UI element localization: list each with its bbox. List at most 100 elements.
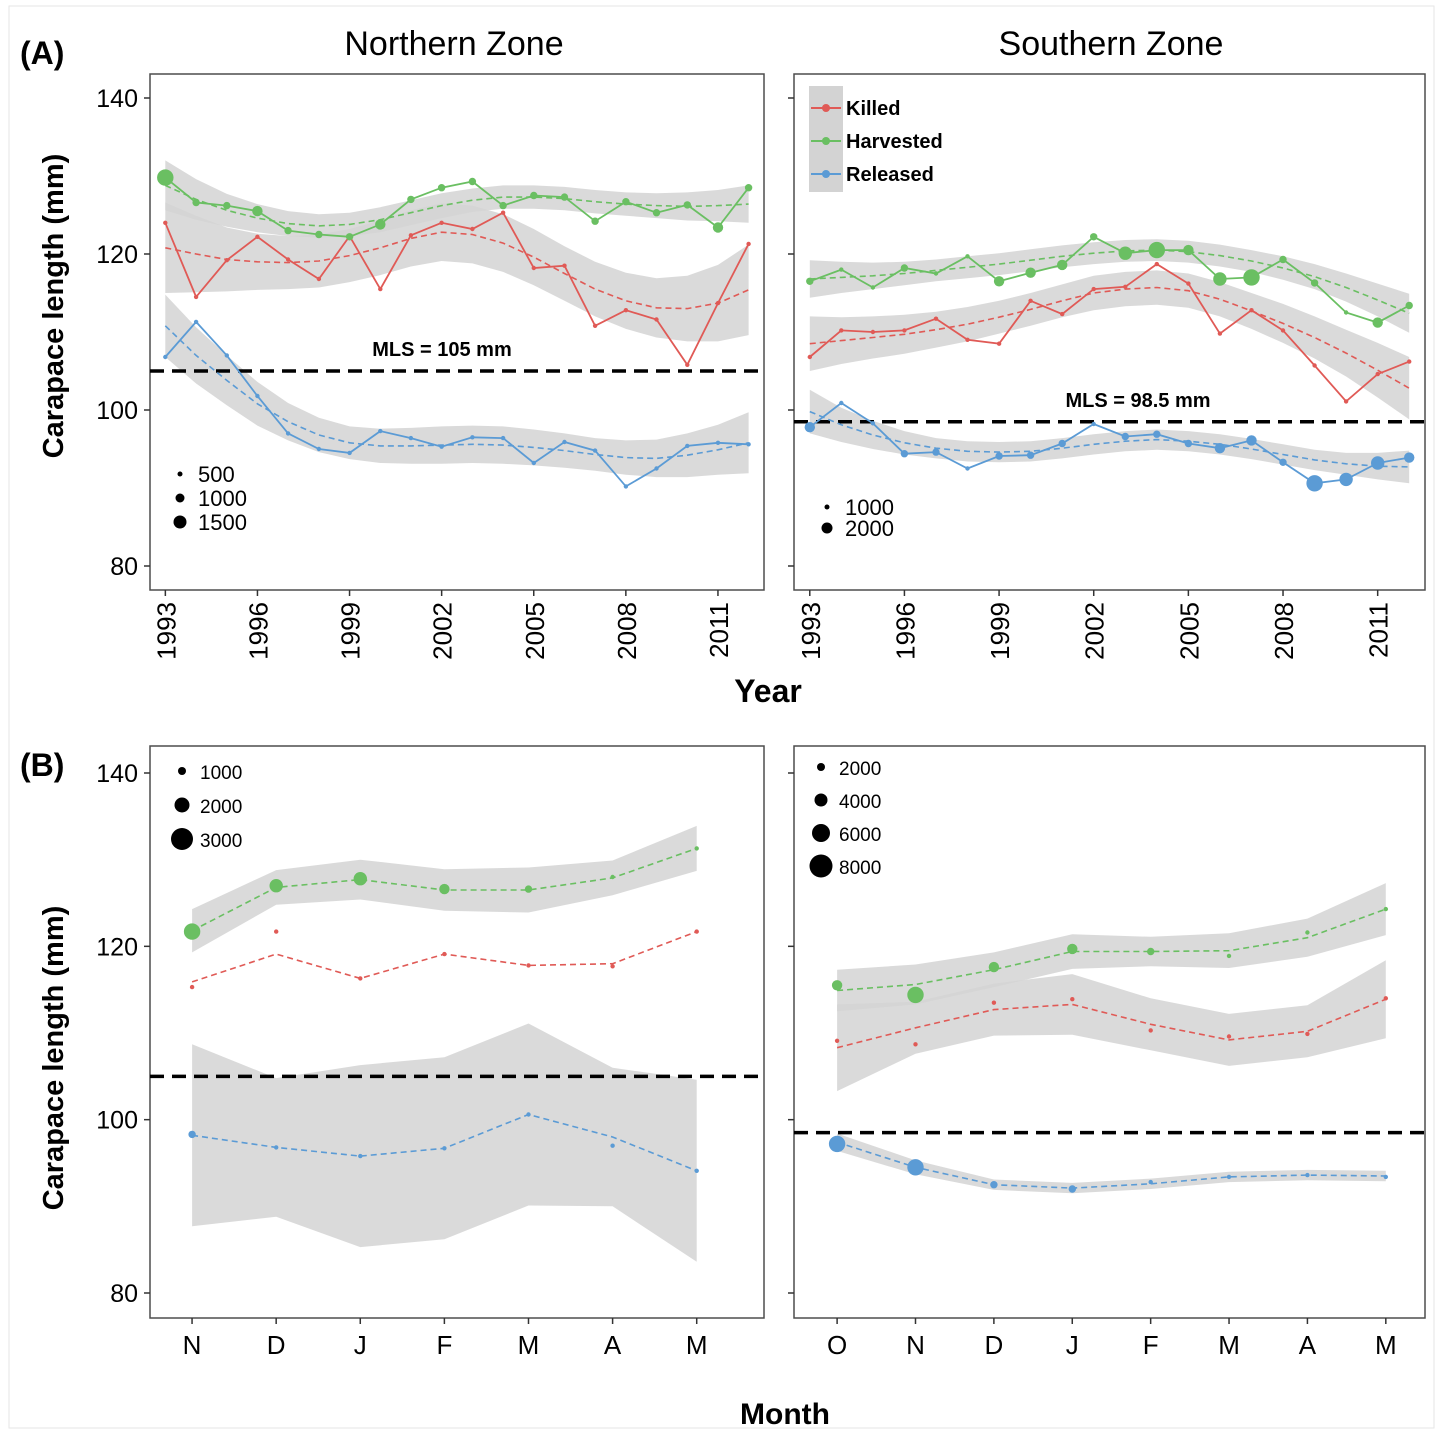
harvested-confidence-band xyxy=(165,160,749,238)
released-data-point xyxy=(870,421,876,426)
released-data-point xyxy=(531,460,536,466)
released-data-point xyxy=(1026,451,1035,459)
released-data-point xyxy=(907,1159,924,1176)
released-data-point xyxy=(358,1153,363,1159)
killed-data-point xyxy=(715,300,721,306)
plot-frame xyxy=(149,745,765,1319)
killed-data-point xyxy=(839,328,844,333)
x-tick-label: J xyxy=(354,1330,367,1360)
harvested-data-point xyxy=(315,230,323,239)
released-data-point xyxy=(1305,1172,1310,1178)
killed-data-point xyxy=(224,258,229,263)
y-tick-label: 80 xyxy=(110,1280,138,1308)
plot-frame xyxy=(793,745,1426,1319)
killed-data-point xyxy=(1383,996,1389,1001)
released-trend-line xyxy=(809,410,1410,468)
killed-data-point xyxy=(274,929,279,934)
harvested-data-point xyxy=(1147,947,1155,956)
killed-data-point xyxy=(1186,281,1191,286)
harvested-data-point xyxy=(1310,279,1319,287)
released-series-line xyxy=(164,320,749,488)
harvested-data-point xyxy=(437,184,446,192)
x-tick-label: 2008 xyxy=(612,602,642,660)
chart-panel-b-south: O N D J F M A M 2000 4000 6000 8000 xyxy=(788,745,1426,1360)
killed-trend-line xyxy=(165,231,749,310)
released-confidence-band xyxy=(837,1133,1386,1194)
y-tick-label: 140 xyxy=(96,85,138,113)
x-tick-label: N xyxy=(906,1330,925,1360)
size-legend-marker xyxy=(812,824,830,842)
harvested-data-point xyxy=(223,201,231,210)
harvested-data-point xyxy=(831,980,843,991)
ylabel-a: Carapace length (mm) xyxy=(38,154,70,459)
released-data-point xyxy=(1306,475,1323,492)
panel-b-label: (B) xyxy=(20,747,64,783)
released-data-point xyxy=(1148,1179,1153,1185)
released-data-point xyxy=(193,319,199,325)
killed-data-point xyxy=(193,294,199,300)
killed-data-point xyxy=(933,316,939,321)
killed-data-point xyxy=(378,286,383,292)
released-data-point xyxy=(839,400,844,406)
x-tick-label: 2002 xyxy=(1080,602,1110,660)
harvested-data-point xyxy=(192,198,200,207)
killed-data-point xyxy=(316,276,322,282)
killed-data-point xyxy=(408,233,414,238)
harvested-data-point xyxy=(345,233,354,241)
killed-data-point xyxy=(991,1000,997,1005)
released-data-point xyxy=(378,428,383,434)
chart-panel-b-north: 80 100 120 140 N D J F M A M 1000 2000 3000 xyxy=(96,745,765,1360)
x-tick-label: A xyxy=(604,1330,622,1360)
harvested-data-point xyxy=(439,883,450,895)
harvested-series-line xyxy=(164,176,750,238)
killed-data-point xyxy=(913,1042,918,1047)
harvested-data-point xyxy=(1343,310,1349,315)
x-tick-label: 1999 xyxy=(985,602,1015,660)
harvested-data-point xyxy=(407,195,415,204)
y-tick-label: 80 xyxy=(110,553,138,581)
released-confidence-band xyxy=(192,1023,697,1262)
x-tick-label: M xyxy=(1375,1330,1397,1360)
size-legend-label: 1000 xyxy=(845,495,894,520)
killed-data-point xyxy=(870,329,876,335)
released-data-point xyxy=(285,431,291,436)
released-data-point xyxy=(470,435,475,440)
harvested-data-point xyxy=(1305,930,1310,935)
harvested-data-point xyxy=(652,209,661,217)
killed-data-point xyxy=(1123,284,1128,289)
released-data-point xyxy=(316,446,322,452)
released-data-point xyxy=(224,353,229,358)
released-data-point xyxy=(1279,458,1287,466)
xlabel-year: Year xyxy=(734,673,802,709)
size-legend-marker xyxy=(809,854,833,878)
chart-panel-a-north: 80 100 120 140 1993 1996 1999 2002 2005 2008 2011 5… xyxy=(96,73,765,660)
harvested-data-point xyxy=(1025,267,1036,278)
x-tick-label: D xyxy=(984,1330,1003,1360)
killed-data-point xyxy=(1070,997,1075,1002)
released-data-point xyxy=(694,1168,699,1174)
harvested-data-point xyxy=(530,191,538,200)
size-legend-label: 6000 xyxy=(839,825,881,846)
harvested-data-point xyxy=(1279,255,1287,264)
released-data-point xyxy=(188,1130,196,1139)
x-tick-label: F xyxy=(436,1330,452,1360)
harvested-data-point xyxy=(1148,241,1166,259)
killed-data-point xyxy=(1375,371,1380,377)
killed-data-point xyxy=(531,265,536,271)
released-data-point xyxy=(255,393,260,399)
released-data-point xyxy=(1246,435,1257,446)
harvested-data-point xyxy=(900,264,909,272)
killed-data-point xyxy=(623,308,629,313)
killed-data-point xyxy=(1343,399,1349,404)
released-data-point xyxy=(274,1145,279,1150)
released-data-point xyxy=(1383,1174,1389,1180)
released-data-point xyxy=(1214,443,1226,454)
killed-data-point xyxy=(1312,363,1317,368)
killed-data-point xyxy=(592,323,598,328)
killed-data-point xyxy=(189,984,195,990)
killed-data-point xyxy=(163,220,168,225)
x-tick-label: 2002 xyxy=(428,602,458,660)
released-data-point xyxy=(828,1135,846,1153)
size-legend-marker xyxy=(171,828,193,850)
harvested-data-point xyxy=(694,846,699,851)
